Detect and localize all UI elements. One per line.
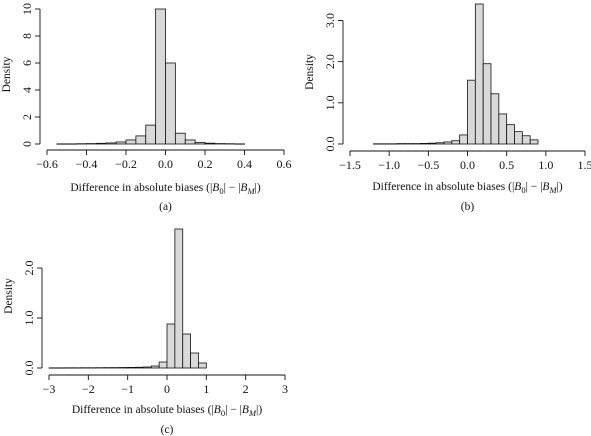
histogram-bar xyxy=(467,79,476,145)
panel-label: (c) xyxy=(161,424,174,436)
histogram-bar xyxy=(474,3,484,145)
x-tick-label: −1 xyxy=(121,382,134,396)
histogram-bar xyxy=(459,134,468,145)
x-tick-label: −3 xyxy=(43,382,56,396)
y-tick-label: 8 xyxy=(20,33,34,39)
histogram-bar xyxy=(204,142,216,145)
x-tick-label: 0.6 xyxy=(277,157,292,171)
y-tick-label: 0.0 xyxy=(323,137,337,152)
histogram-bar xyxy=(490,93,500,145)
histogram-bar xyxy=(165,62,176,145)
x-tick-label: −0.4 xyxy=(76,157,98,171)
histogram-bar xyxy=(115,141,127,145)
y-axis-title: Density xyxy=(304,54,316,90)
x-tick-label: 0.2 xyxy=(198,157,213,171)
y-tick-label: 2.0 xyxy=(323,54,337,69)
histogram-bar xyxy=(482,63,492,145)
x-axis-title: Difference in absolute biases (|B0| − |B… xyxy=(372,181,563,195)
histogram-bar xyxy=(135,135,147,145)
x-tick-label: 1.0 xyxy=(538,158,553,172)
x-tick-label: 3 xyxy=(282,382,288,396)
histogram-bar xyxy=(182,333,191,369)
x-tick-label: −0.5 xyxy=(417,158,439,172)
histogram-bar xyxy=(145,124,157,145)
histogram-bar xyxy=(498,113,508,145)
histogram-bar xyxy=(184,139,196,145)
histogram-bar xyxy=(506,124,515,145)
histogram-bar xyxy=(174,132,186,145)
x-tick-label: −0.6 xyxy=(36,157,58,171)
histogram-bar xyxy=(174,228,184,369)
y-tick-label: 4 xyxy=(20,87,34,93)
x-tick-label: 0.0 xyxy=(158,157,173,171)
y-tick-label: 6 xyxy=(20,60,34,66)
y-tick-label: 0.0 xyxy=(22,361,36,376)
histogram-bar xyxy=(95,142,107,145)
y-tick-label: 1.0 xyxy=(323,95,337,110)
x-tick-label: 0.5 xyxy=(499,158,514,172)
histogram-bar xyxy=(158,361,168,369)
y-tick-label: 1.0 xyxy=(22,311,36,326)
histogram-bar xyxy=(521,135,531,145)
histogram-bar xyxy=(514,131,523,145)
x-tick-label: 1 xyxy=(203,382,209,396)
x-tick-label: −1.0 xyxy=(378,158,400,172)
x-axis-title: Difference in absolute biases (|B0| − |B… xyxy=(70,182,261,196)
histogram-bar xyxy=(150,365,160,369)
panel-label: (b) xyxy=(461,201,475,213)
y-tick-label: 3.0 xyxy=(323,13,337,28)
x-tick-label: −0.2 xyxy=(115,157,137,171)
histogram-bar xyxy=(142,366,152,369)
histogram-bar xyxy=(166,323,176,369)
histogram-bar xyxy=(443,141,453,145)
y-tick-label: 2.0 xyxy=(22,261,36,276)
histogram-bar xyxy=(127,366,136,369)
panel-label: (a) xyxy=(159,201,172,213)
x-tick-label: −1.5 xyxy=(339,158,361,172)
x-tick-label: 1.5 xyxy=(578,158,591,172)
x-tick-label: 2 xyxy=(243,382,249,396)
histogram-bar xyxy=(451,140,461,145)
histogram-panel-a: −0.6 −0.4 −0.2 0.0 0.2 0.4 0.6 0 2 4 6 8 10 Density Di… xyxy=(1,3,292,213)
histogram-panel-b: −1.5 −1.0 −0.5 0.0 0.5 1.0 1.5 0.0 1.0 2.0 3.0 Dens… xyxy=(304,3,591,213)
histogram-panel-c: −3 −2 −1 0 1 2 3 0.0 1.0 2.0 Density Difference in … xyxy=(3,228,288,436)
y-axis-title: Density xyxy=(3,278,15,314)
histogram-bar xyxy=(194,141,206,145)
histogram-bar xyxy=(125,139,137,145)
x-tick-label: −2 xyxy=(82,382,95,396)
histogram-bar xyxy=(105,142,117,145)
histogram-bar xyxy=(420,142,429,145)
y-axis-title: Density xyxy=(1,56,13,92)
y-tick-label: 2 xyxy=(20,114,34,120)
histogram-bar xyxy=(435,142,445,145)
x-axis-title: Difference in absolute biases (|B0| − |B… xyxy=(72,404,263,418)
x-tick-label: 0 xyxy=(164,382,170,396)
x-tick-label: 0.4 xyxy=(237,157,252,171)
histogram-bar xyxy=(190,352,199,369)
histogram-bar xyxy=(198,362,207,369)
histogram-bar xyxy=(427,142,437,145)
x-tick-label: 0.0 xyxy=(460,158,475,172)
histogram-bar xyxy=(529,139,539,145)
histogram-bar xyxy=(135,366,144,369)
y-tick-label: 0 xyxy=(20,141,34,147)
histogram-bar xyxy=(155,8,166,145)
y-tick-label: 10 xyxy=(20,3,34,15)
histogram-bar xyxy=(119,367,129,369)
